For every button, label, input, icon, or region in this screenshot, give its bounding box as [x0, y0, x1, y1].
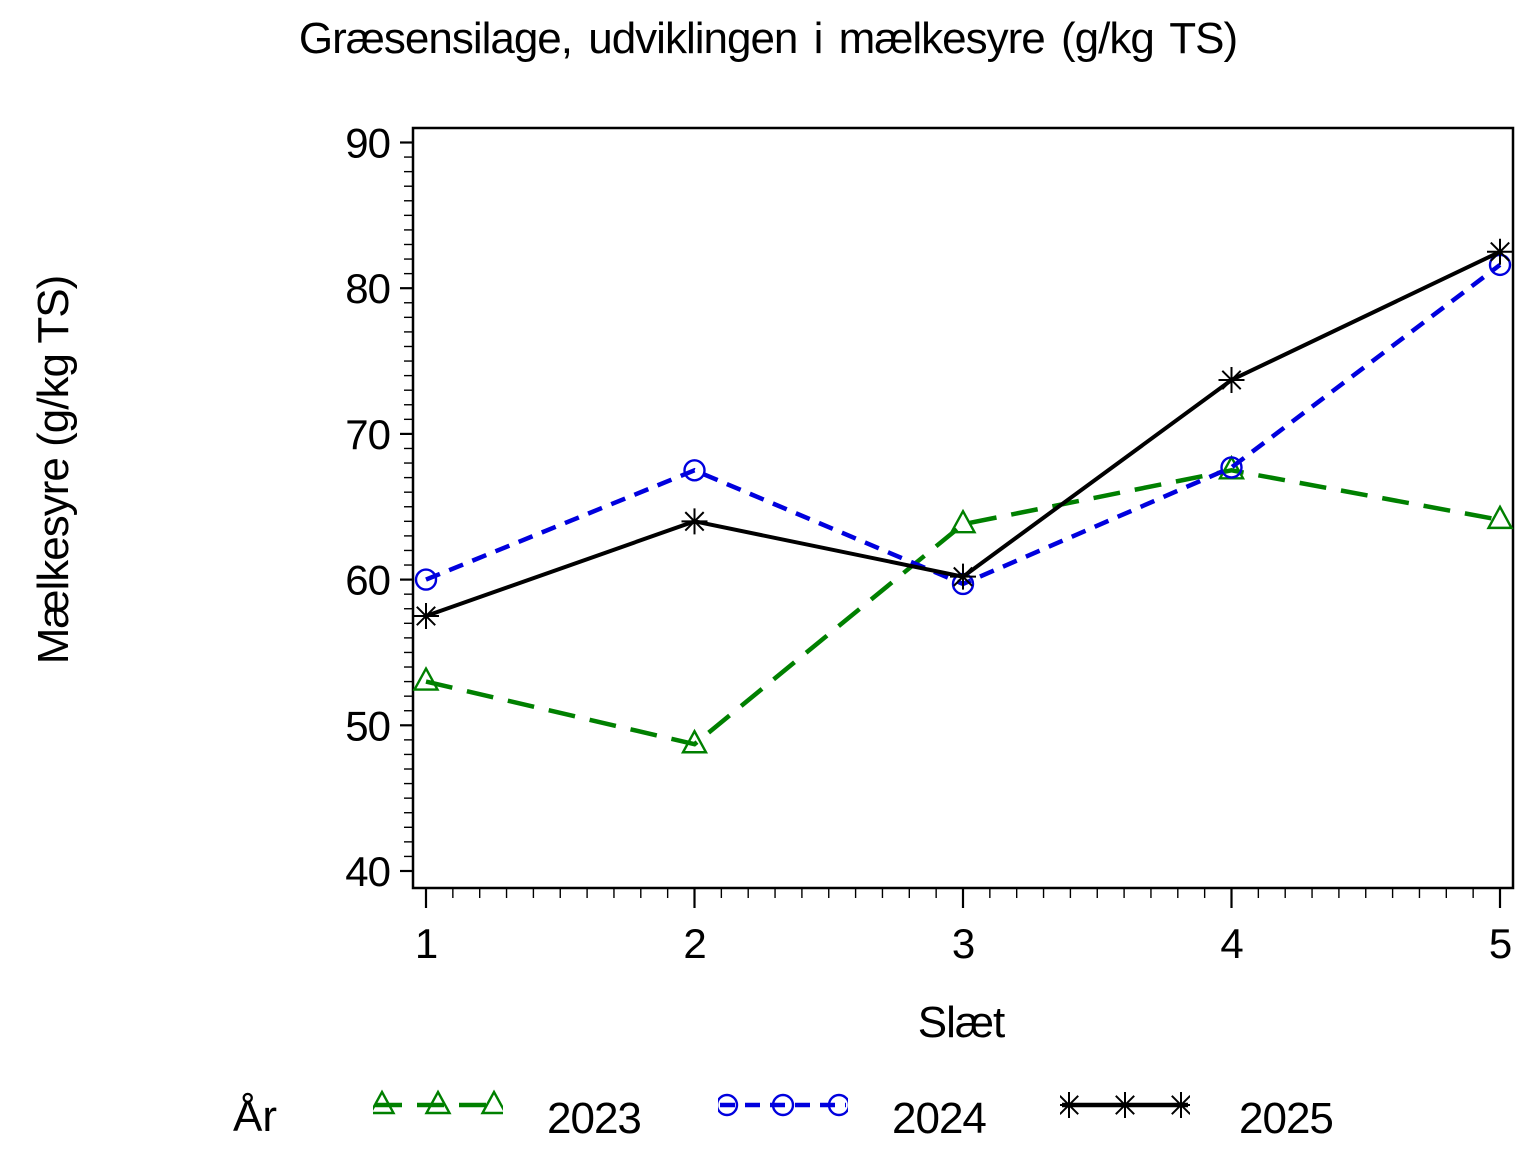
legend: År 2023 2024 2025	[0, 1070, 1536, 1152]
chart-title: Græsensilage, udviklingen i mælkesyre (g…	[298, 14, 1238, 63]
svg-text:70: 70	[345, 411, 390, 458]
svg-text:40: 40	[345, 848, 390, 895]
x-axis-label: Slæt	[917, 998, 1005, 1047]
legend-sample-2023	[373, 1089, 503, 1115]
svg-text:4: 4	[1220, 920, 1243, 967]
legend-sample-2025	[1060, 1092, 1190, 1118]
svg-text:90: 90	[345, 120, 390, 167]
legend-label-2023: 2023	[547, 1094, 642, 1143]
legend-title: År	[233, 1092, 277, 1141]
svg-text:3: 3	[952, 920, 974, 967]
svg-text:2: 2	[683, 920, 705, 967]
svg-text:50: 50	[345, 702, 390, 749]
legend-label-2025: 2025	[1239, 1094, 1334, 1143]
svg-text:5: 5	[1489, 920, 1511, 967]
legend-label-2024: 2024	[892, 1094, 987, 1143]
legend-sample-2024	[718, 1093, 848, 1117]
svg-text:1: 1	[415, 920, 437, 967]
svg-text:80: 80	[345, 265, 390, 312]
svg-text:60: 60	[345, 557, 390, 604]
